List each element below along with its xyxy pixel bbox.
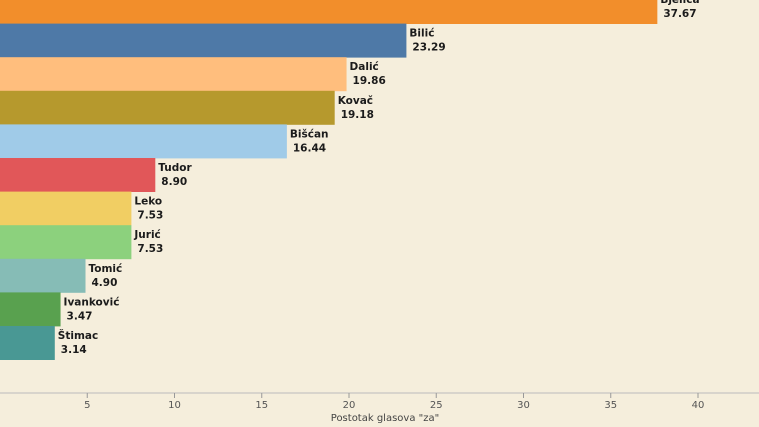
bar-5 bbox=[0, 124, 287, 159]
bar-name-label: Bilić bbox=[409, 28, 434, 40]
bar-7 bbox=[0, 191, 132, 226]
bar-name-label: Štimac bbox=[58, 329, 98, 342]
bar-value-label: 8.90 bbox=[161, 176, 187, 188]
bar-value-label: 23.29 bbox=[412, 42, 445, 54]
bar-value-label: 37.67 bbox=[663, 8, 696, 20]
bar-name-label: Tudor bbox=[158, 162, 192, 174]
bar-value-label: 3.47 bbox=[67, 310, 93, 322]
bar-value-label: 7.53 bbox=[137, 210, 163, 222]
x-tick-label: 5 bbox=[84, 400, 90, 411]
x-axis-title: Postotak glasova "za" bbox=[331, 413, 439, 424]
bar-6 bbox=[0, 158, 156, 192]
bar-4 bbox=[0, 90, 335, 125]
x-tick-label: 30 bbox=[517, 400, 530, 411]
bar-value-label: 3.14 bbox=[61, 344, 87, 356]
bar-name-label: Ivanković bbox=[64, 296, 120, 308]
x-tick-label: 15 bbox=[255, 400, 268, 411]
x-tick-label: 40 bbox=[692, 400, 705, 411]
bar-11 bbox=[0, 326, 55, 360]
bar-name-label: Bišćan bbox=[290, 128, 329, 140]
bar-2 bbox=[0, 23, 407, 58]
bar-name-label: Bjelica bbox=[660, 0, 699, 6]
bars-group bbox=[0, 0, 658, 360]
x-tick-label: 35 bbox=[604, 400, 617, 411]
bar-value-label: 16.44 bbox=[293, 142, 326, 154]
bar-1 bbox=[0, 0, 658, 24]
x-tick-label: 10 bbox=[168, 400, 181, 411]
bar-name-label: Kovač bbox=[338, 95, 373, 107]
bar-3 bbox=[0, 57, 347, 92]
bar-value-label: 4.90 bbox=[92, 277, 118, 289]
x-tick-label: 20 bbox=[343, 400, 356, 411]
bar-value-label: 19.86 bbox=[353, 75, 386, 87]
bar-9 bbox=[0, 258, 86, 293]
bar-name-label: Tomić bbox=[89, 263, 123, 275]
bar-name-label: Leko bbox=[134, 196, 162, 208]
x-axis-ticks: 5 10 15 20 25 30 35 40 bbox=[84, 393, 704, 411]
bar-name-label: Dalić bbox=[350, 61, 379, 73]
bar-10 bbox=[0, 292, 61, 327]
bar-labels-group: Bjelica 37.67 Bilić 23.29 Dalić 19.86 Kovač 19.… bbox=[58, 0, 700, 356]
bar-value-label: 19.18 bbox=[341, 109, 374, 121]
x-tick-label: 25 bbox=[430, 400, 443, 411]
bar-value-label: 7.53 bbox=[137, 243, 163, 255]
bar-8 bbox=[0, 225, 132, 260]
bar-name-label: Jurić bbox=[133, 229, 160, 241]
